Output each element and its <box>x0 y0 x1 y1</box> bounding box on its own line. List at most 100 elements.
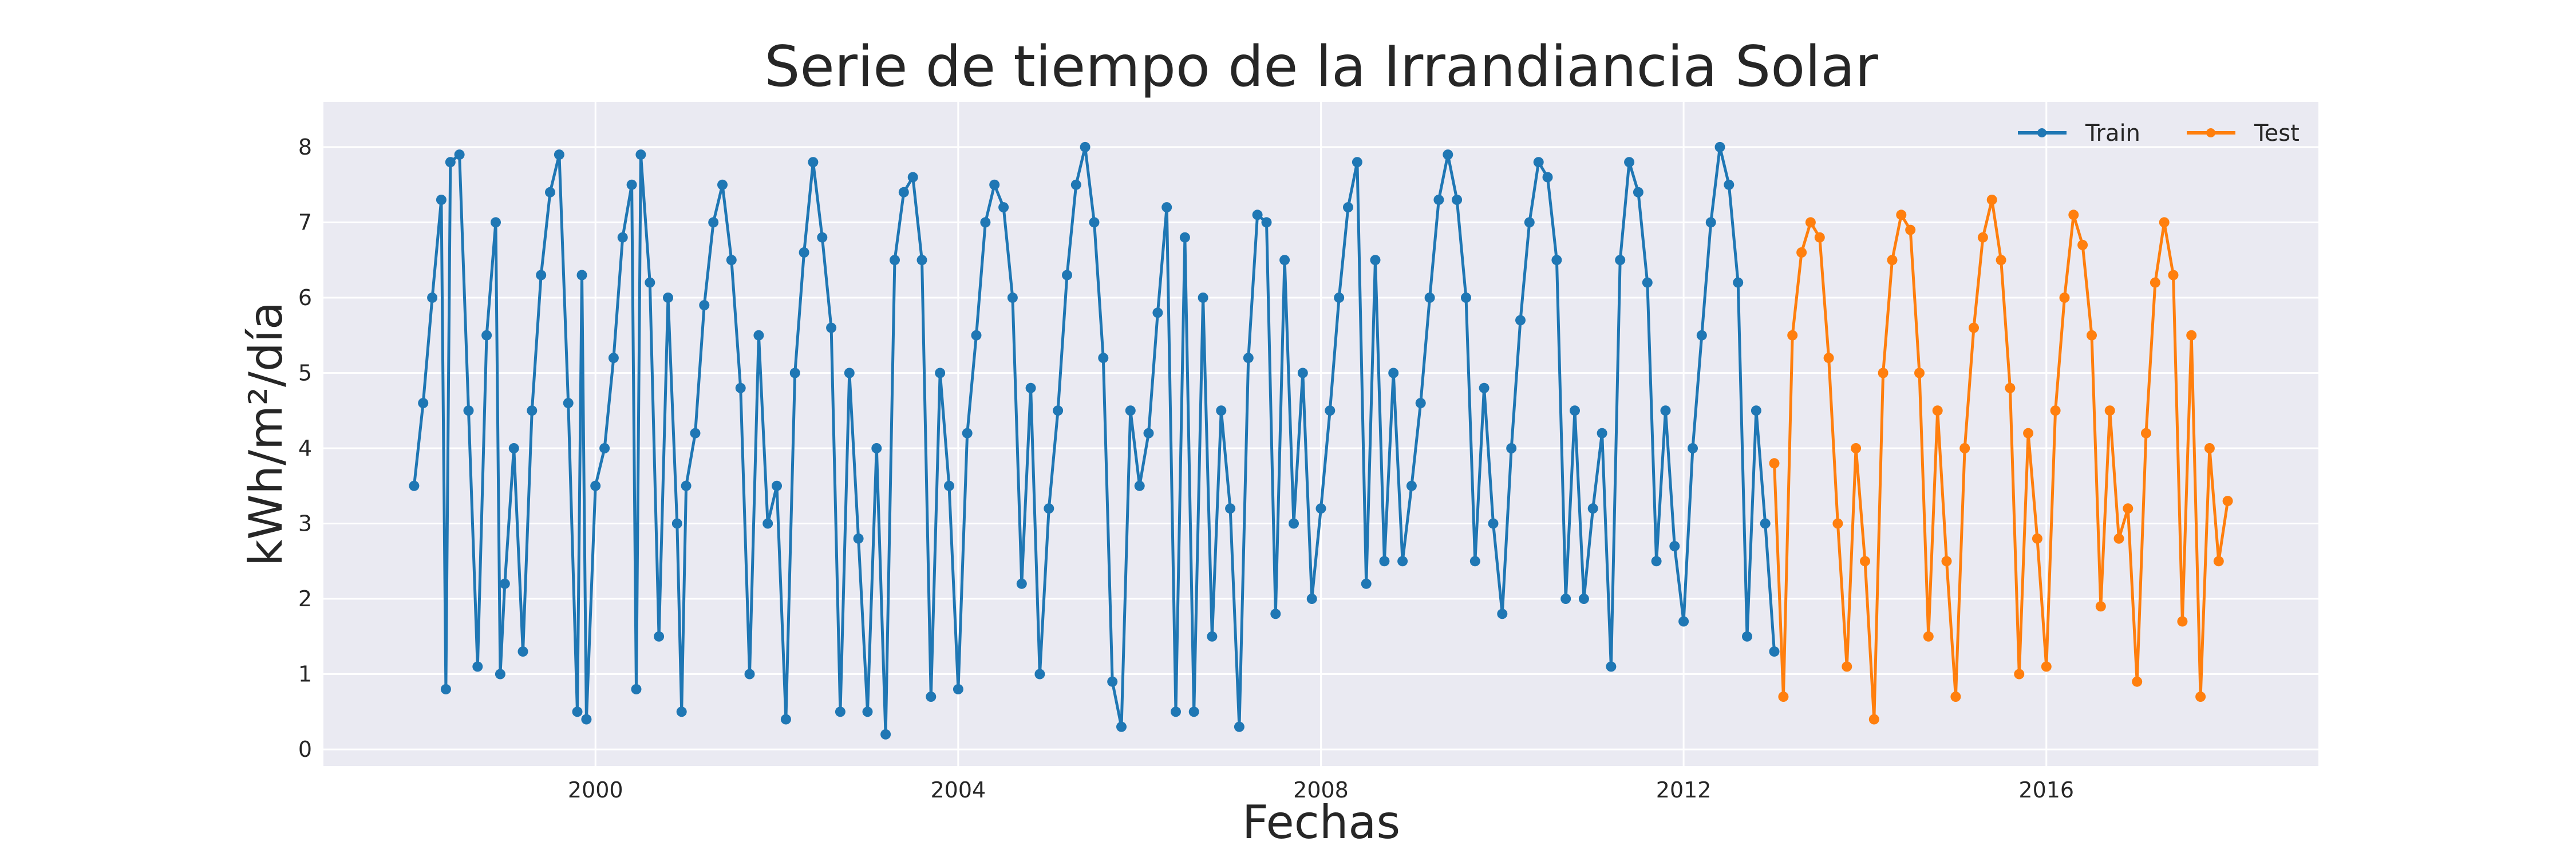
data-point <box>2177 616 2188 627</box>
data-point <box>2123 503 2134 514</box>
data-point <box>2068 210 2079 220</box>
data-point <box>654 631 665 642</box>
data-point <box>617 232 628 243</box>
data-point <box>436 195 447 205</box>
data-point <box>1814 232 1825 243</box>
data-point <box>1587 503 1598 514</box>
data-point <box>1533 157 1544 168</box>
data-point <box>1733 277 1744 288</box>
data-point <box>1860 556 1870 567</box>
data-point <box>1388 368 1399 378</box>
data-point <box>676 706 687 717</box>
data-point <box>1433 195 1444 205</box>
data-point <box>1179 232 1190 243</box>
data-point <box>1724 179 1735 190</box>
data-point <box>1352 157 1362 168</box>
data-point <box>1488 518 1499 529</box>
data-point <box>998 202 1009 213</box>
data-point <box>2195 692 2206 702</box>
data-point <box>1461 293 1471 303</box>
data-point <box>1787 330 1798 341</box>
data-point <box>1769 458 1780 469</box>
data-point <box>1651 556 1662 567</box>
y-axis-label: kWh/m²/día <box>239 302 293 566</box>
data-point <box>780 714 791 725</box>
data-point <box>2132 676 2143 687</box>
data-point <box>1143 428 1154 439</box>
data-point <box>1279 255 1290 266</box>
tick-labels: 0 1 2 3 4 5 6 7 8 2000 2004 2008 2012 2016 <box>298 135 2074 803</box>
y-tick-label: 3 <box>298 511 312 536</box>
data-point <box>491 217 501 228</box>
data-point <box>971 330 982 341</box>
data-point <box>726 255 737 266</box>
data-point <box>916 255 927 266</box>
data-point <box>907 172 918 183</box>
legend: Train Test <box>2018 120 2300 147</box>
data-point <box>926 692 937 702</box>
data-point <box>735 382 746 393</box>
data-point <box>989 179 1000 190</box>
data-point <box>1334 293 1345 303</box>
data-point <box>2041 661 2052 672</box>
data-point <box>1633 187 1643 198</box>
y-tick-label: 8 <box>298 135 312 160</box>
legend-train-label: Train <box>2085 120 2140 147</box>
data-point <box>1896 210 1907 220</box>
data-point <box>1696 330 1707 341</box>
data-point <box>1742 631 1752 642</box>
x-axis-label: Fechas <box>1242 796 1400 849</box>
series-layer <box>409 141 2233 740</box>
data-point <box>1986 195 1997 205</box>
series-train <box>409 141 1780 740</box>
data-point <box>1959 443 1970 453</box>
data-point <box>1107 676 1118 687</box>
data-point <box>517 646 528 657</box>
data-point <box>980 217 991 228</box>
chart-title: Serie de tiempo de la Irrandiancia Solar <box>764 34 1878 100</box>
data-point <box>1216 405 1227 416</box>
data-point <box>1551 255 1562 266</box>
y-tick-label: 0 <box>298 737 312 762</box>
data-point <box>1025 382 1036 393</box>
data-point <box>2087 330 2097 341</box>
data-point <box>862 706 873 717</box>
data-point <box>626 179 637 190</box>
data-point <box>1624 157 1635 168</box>
data-point <box>953 684 963 694</box>
data-point <box>2222 496 2233 507</box>
data-point <box>1198 293 1208 303</box>
data-point <box>1714 141 1725 152</box>
data-point <box>1070 179 1081 190</box>
data-point <box>1823 353 1834 364</box>
data-point <box>1832 518 1843 529</box>
data-point <box>817 232 828 243</box>
data-point <box>631 684 642 694</box>
data-point <box>2204 443 2215 453</box>
data-point <box>1851 443 1862 453</box>
data-point <box>1361 578 1372 589</box>
data-point <box>1887 255 1898 266</box>
data-point <box>1297 368 1308 378</box>
data-point <box>1098 353 1109 364</box>
data-point <box>1289 518 1299 529</box>
data-point <box>427 293 438 303</box>
legend-train-marker <box>2037 128 2046 137</box>
data-point <box>699 300 710 311</box>
data-point <box>1089 217 1100 228</box>
data-point <box>2032 533 2042 544</box>
data-point <box>1941 556 1952 567</box>
data-point <box>890 255 900 266</box>
data-point <box>826 322 837 333</box>
data-point <box>2005 382 2016 393</box>
data-point <box>1760 518 1771 529</box>
data-point <box>744 669 755 680</box>
data-point <box>645 277 655 288</box>
data-point <box>898 187 909 198</box>
data-point <box>2050 405 2061 416</box>
data-point <box>1225 503 1236 514</box>
data-point <box>1044 503 1054 514</box>
data-point <box>1062 270 1072 281</box>
data-point <box>1370 255 1381 266</box>
data-point <box>608 353 619 364</box>
